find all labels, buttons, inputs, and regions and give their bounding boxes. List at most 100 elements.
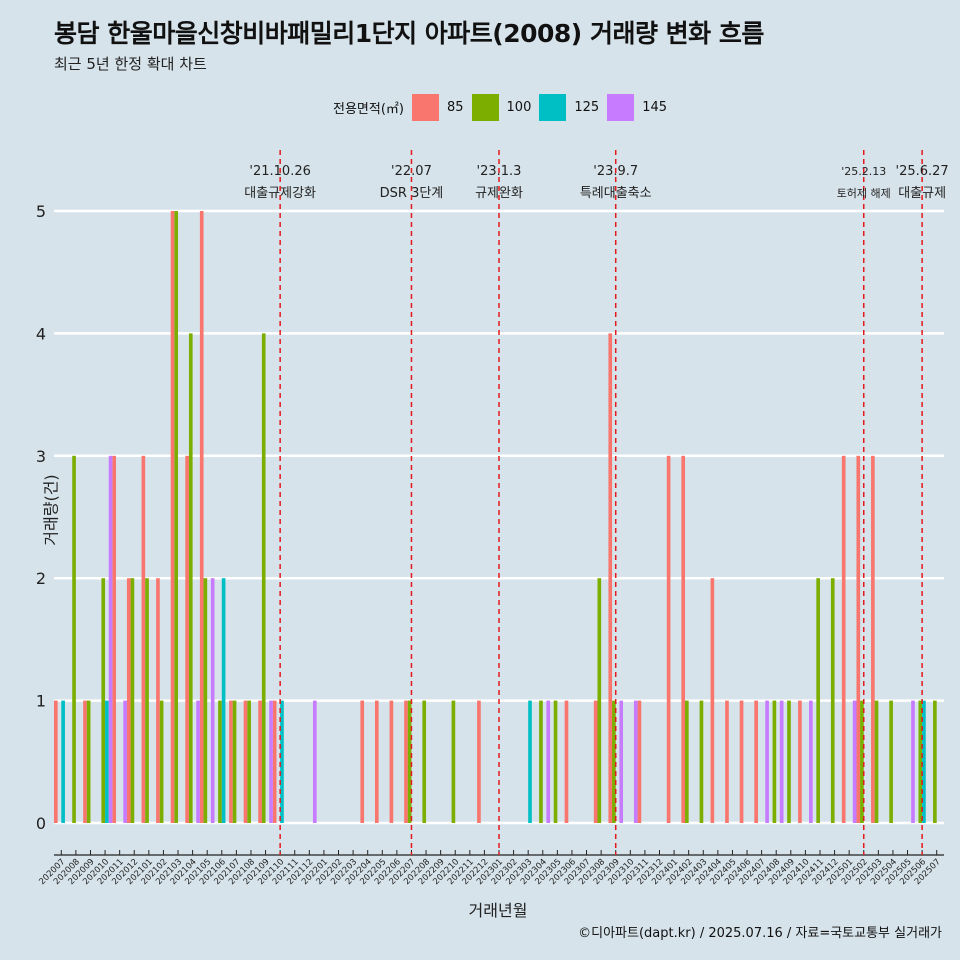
bar-85-202103 <box>170 211 175 823</box>
bar-85-202009 <box>83 700 87 823</box>
bar-100-202504 <box>889 700 893 823</box>
bar-125-202303 <box>528 700 532 823</box>
y-tick-label: 4 <box>36 324 46 343</box>
bar-85-202212 <box>477 700 481 823</box>
bar-100-202308 <box>597 578 602 823</box>
event-label: 대출규제 <box>898 186 946 201</box>
legend-label-125: 125 <box>574 99 600 115</box>
bar-100-202010 <box>101 578 106 823</box>
bar-100-202208 <box>422 700 427 823</box>
bar-85-202311 <box>637 700 642 823</box>
bar-100-202207 <box>407 700 412 823</box>
legend-swatch-85 <box>411 93 439 121</box>
bar-85-202107 <box>229 700 233 823</box>
bar-100-202507 <box>933 700 937 823</box>
bar-145-202105 <box>210 578 215 823</box>
event-date-label: '23.9.7 <box>593 164 638 179</box>
bar-100-202104 <box>188 333 193 823</box>
bar-100-202101 <box>145 578 149 823</box>
bar-100-202506 <box>918 700 923 823</box>
legend-item-85: 85 <box>411 93 464 121</box>
bar-85-202404 <box>710 578 715 823</box>
bar-100-202304 <box>539 700 543 823</box>
bar-85-202405 <box>725 700 729 823</box>
bar-85-202104 <box>185 455 189 823</box>
bar-145-202501 <box>852 700 857 823</box>
bar-85-202407 <box>754 700 758 823</box>
legend-item-125: 125 <box>539 93 600 121</box>
bar-145-202309 <box>619 700 624 823</box>
legend-swatch-100 <box>471 93 499 121</box>
bar-100-202408 <box>772 700 777 823</box>
bar-85-202101 <box>141 455 146 823</box>
bar-85-202108 <box>243 700 248 823</box>
event-date-label: '25.2.13 <box>841 165 886 178</box>
event-date-label: '25.6.27 <box>896 164 949 179</box>
bar-85-202501 <box>841 455 846 823</box>
bar-100-202009 <box>86 700 91 823</box>
bar-100-202409 <box>787 700 791 823</box>
bar-100-202105 <box>203 578 208 823</box>
legend-label-145: 145 <box>642 99 668 115</box>
bar-145-202304 <box>546 700 551 823</box>
bar-145-202010 <box>108 455 113 823</box>
x-axis-label: 거래년월 <box>468 901 528 920</box>
bar-85-202401 <box>666 455 671 823</box>
bar-85-202402 <box>681 455 686 823</box>
y-tick-label: 1 <box>36 692 46 711</box>
bar-100-202008 <box>72 455 76 823</box>
bar-85-202503 <box>871 455 875 823</box>
legend-swatch-145 <box>607 93 635 121</box>
bar-85-202110 <box>272 700 277 823</box>
bar-85-202204 <box>360 700 365 823</box>
bar-100-202103 <box>174 211 179 823</box>
bar-125-202506 <box>922 700 926 823</box>
y-tick-label: 0 <box>36 814 46 833</box>
legend-title: 전용면적(㎡) <box>333 101 404 117</box>
bar-85-202502 <box>856 455 861 823</box>
bar-100-202309 <box>612 700 616 823</box>
event-label: 토허제 해제 <box>837 186 891 200</box>
bar-145-202109 <box>269 700 273 823</box>
legend: 전용면적(㎡) 85 100 125 145 <box>333 93 675 121</box>
bar-100-202412 <box>830 578 835 823</box>
chart-subtitle: 최근 5년 한정 확대 차트 <box>54 55 207 73</box>
legend-item-145: 145 <box>607 93 668 121</box>
legend-label-85: 85 <box>446 99 464 115</box>
bar-85-202306 <box>564 700 569 823</box>
bar-125-202110 <box>280 700 284 823</box>
bar-100-202503 <box>874 700 879 823</box>
bar-85-202205 <box>374 700 379 823</box>
event-date-label: '21.10.26 <box>249 164 310 179</box>
bar-85-202105 <box>199 211 204 823</box>
y-tick-label: 2 <box>36 569 46 588</box>
bar-100-202106 <box>218 700 222 823</box>
bar-125-202106 <box>221 578 226 823</box>
bar-85-202011 <box>112 455 117 823</box>
bar-85-202406 <box>739 700 744 823</box>
event-label: 특례대출축소 <box>580 186 652 201</box>
bar-85-202206 <box>389 700 394 823</box>
y-tick-label: 5 <box>36 202 46 221</box>
bar-145-202112 <box>312 700 317 823</box>
bar-100-202109 <box>261 333 266 823</box>
bar-145-202407 <box>765 700 769 823</box>
bar-100-202107 <box>232 700 237 823</box>
y-tick-label: 3 <box>36 447 46 466</box>
bar-145-202410 <box>809 700 813 823</box>
y-axis-label: 거래량(건) <box>41 474 61 546</box>
bar-85-202109 <box>258 700 262 823</box>
bar-85-202012 <box>126 578 131 823</box>
bar-85-202102 <box>156 578 160 823</box>
bar-100-202108 <box>247 700 251 823</box>
event-date-label: '23.1.3 <box>477 164 522 179</box>
event-label: 대출규제강화 <box>244 186 316 201</box>
legend-swatch-125 <box>539 93 567 121</box>
source-footer: ©디아파트(dapt.kr) / 2025.07.16 / 자료=국토교통부 실… <box>578 926 942 941</box>
bar-145-202011 <box>123 700 127 823</box>
chart-title: 봉담 한울마을신창비바패밀리1단지 아파트(2008) 거래량 변화 흐름 <box>54 19 764 48</box>
legend-label-100: 100 <box>506 99 532 115</box>
bar-145-202310 <box>633 700 638 823</box>
bar-125-202010 <box>105 700 109 823</box>
